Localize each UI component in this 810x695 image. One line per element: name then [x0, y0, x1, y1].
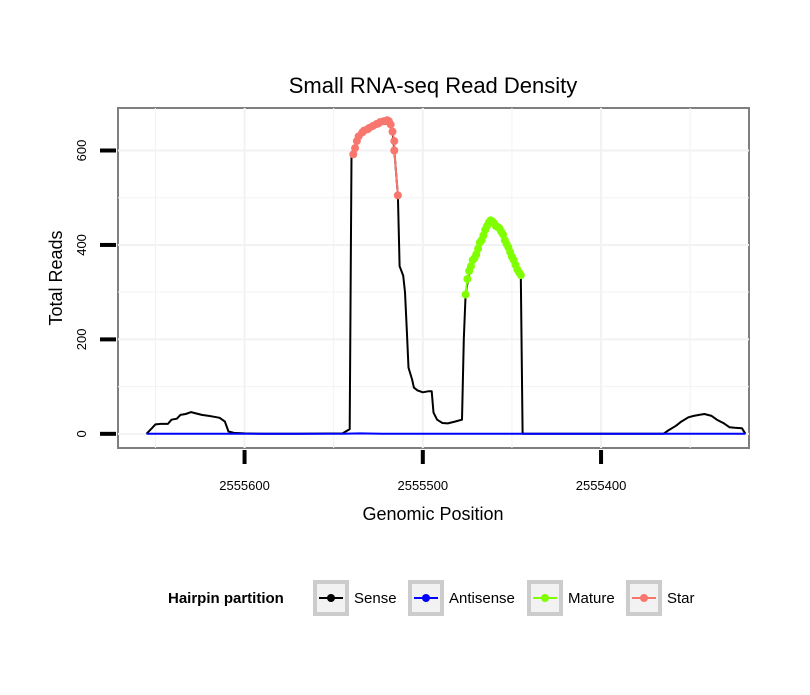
point-star: [351, 144, 359, 152]
legend-item-sense: Sense: [315, 582, 397, 614]
legend-item-mature: Mature: [529, 582, 615, 614]
y-tick-label: 0: [74, 430, 89, 437]
point-star: [389, 128, 397, 136]
legend-item-star: Star: [628, 582, 695, 614]
legend-dot-mature: [541, 594, 549, 602]
legend-entries: Sense Antisense Mature Star: [315, 582, 695, 614]
point-mature: [463, 275, 471, 283]
x-tick-label: 2555500: [397, 478, 448, 493]
legend-label-star: Star: [667, 590, 695, 607]
plot-panel: [118, 108, 749, 448]
legend: Hairpin partition Sense Antisense Mature St…: [168, 582, 695, 614]
y-tick-label: 200: [74, 329, 89, 351]
legend-label-antisense: Antisense: [449, 590, 515, 607]
point-star: [387, 121, 395, 129]
x-axis: 2555600 2555500 2555400: [219, 450, 626, 493]
chart-title: Small RNA-seq Read Density: [289, 73, 578, 98]
legend-label-mature: Mature: [568, 590, 615, 607]
legend-dot-antisense: [422, 594, 430, 602]
point-star: [390, 137, 398, 145]
y-tick-label: 400: [74, 234, 89, 256]
x-tick-label: 2555600: [219, 478, 270, 493]
y-axis: 0 200 400 600: [74, 140, 116, 438]
x-tick-label: 2555400: [576, 478, 627, 493]
x-axis-label: Genomic Position: [362, 504, 503, 524]
point-mature: [462, 291, 470, 299]
point-star: [394, 191, 402, 199]
legend-dot-sense: [327, 594, 335, 602]
point-mature: [517, 271, 525, 279]
legend-item-antisense: Antisense: [410, 582, 515, 614]
legend-label-sense: Sense: [354, 590, 397, 607]
y-tick-label: 600: [74, 140, 89, 162]
plot-area: [118, 108, 749, 448]
y-axis-label: Total Reads: [46, 230, 66, 325]
legend-dot-star: [640, 594, 648, 602]
point-star: [390, 147, 398, 155]
legend-title: Hairpin partition: [168, 590, 284, 607]
